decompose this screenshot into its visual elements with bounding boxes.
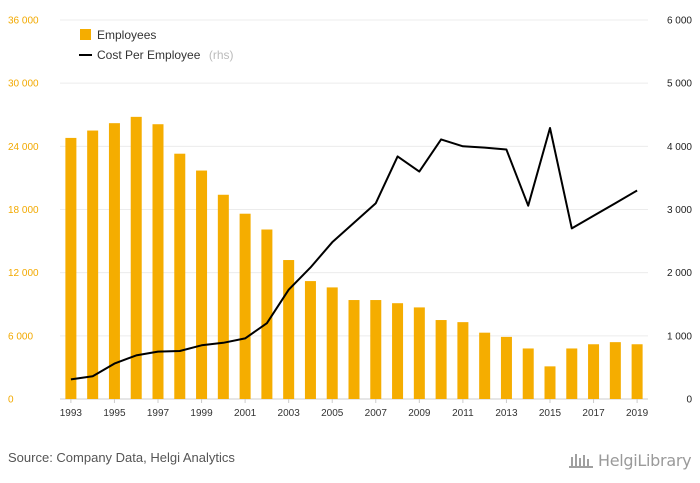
left-tick-label: 12 000 — [8, 268, 39, 279]
bar-employees-2018 — [609, 342, 621, 399]
x-tick-label: 2019 — [626, 408, 649, 419]
library-columns-icon — [569, 454, 593, 468]
x-tick-label: 2015 — [539, 408, 562, 419]
bar-employees-1998 — [174, 153, 186, 399]
x-tick-label: 2009 — [408, 408, 431, 419]
legend-label-rhs: (rhs) — [209, 48, 234, 62]
legend-label-cost-per-employee-group: Cost Per Employee (rhs) — [97, 46, 234, 63]
bar-employees-2006 — [348, 300, 360, 399]
left-tick-label: 36 000 — [8, 16, 39, 27]
bar-employees-1999 — [196, 170, 208, 399]
bar-employees-1993 — [65, 137, 77, 399]
bar-employees-1994 — [87, 130, 99, 399]
right-tick-label: 0 — [686, 395, 692, 406]
bar-employees-2005 — [326, 287, 338, 399]
x-tick-label: 1995 — [103, 408, 126, 419]
x-tick-label: 2005 — [321, 408, 344, 419]
bar-employees-2001 — [239, 213, 251, 399]
left-tick-label: 6 000 — [8, 331, 33, 342]
source-note: Source: Company Data, Helgi Analytics — [8, 450, 235, 465]
bar-employees-2004 — [304, 281, 316, 399]
left-axis-ticks: 0 6 000 12 000 18 000 24 000 30 000 36 000 — [8, 16, 39, 406]
bar-employees-2012 — [479, 332, 491, 399]
x-tick-label: 1999 — [190, 408, 213, 419]
right-axis-ticks: 0 1 000 2 000 3 000 4 000 5 000 6 000 — [667, 16, 692, 406]
employees-bars — [65, 116, 643, 399]
brand-name: HelgiLibrary — [598, 450, 692, 470]
legend-label-employees: Employees — [97, 28, 156, 42]
right-tick-label: 5 000 — [667, 79, 692, 90]
helgi-library-logo: HelgiLibrary — [568, 449, 692, 471]
bar-employees-2019 — [631, 344, 643, 399]
left-tick-label: 18 000 — [8, 205, 39, 216]
bar-employees-2000 — [217, 194, 229, 399]
bar-employees-1995 — [108, 123, 120, 399]
bar-employees-2002 — [261, 229, 273, 399]
bar-employees-2011 — [457, 322, 469, 399]
left-tick-label: 30 000 — [8, 79, 39, 90]
bar-employees-2009 — [413, 307, 425, 399]
x-tick-label: 1993 — [60, 408, 83, 419]
bar-employees-2007 — [370, 300, 382, 399]
legend: Employees Cost Per Employee (rhs) — [79, 28, 234, 63]
x-tick-label: 2001 — [234, 408, 257, 419]
bar-employees-2013 — [500, 336, 512, 399]
legend-swatch-employees — [80, 29, 91, 40]
left-tick-label: 24 000 — [8, 142, 39, 153]
bar-employees-2015 — [544, 366, 556, 399]
x-tick-label: 2011 — [452, 408, 474, 419]
x-tick-label: 2013 — [495, 408, 518, 419]
right-tick-label: 6 000 — [667, 16, 692, 27]
legend-label-cost-per-employee: Cost Per Employee — [97, 48, 201, 62]
cost-per-employee-line — [70, 127, 638, 381]
left-tick-label: 0 — [8, 395, 14, 406]
right-tick-label: 4 000 — [667, 142, 692, 153]
x-tick-label: 2017 — [582, 408, 605, 419]
bar-employees-2017 — [588, 344, 600, 399]
bar-employees-1997 — [152, 124, 164, 399]
bar-employees-2016 — [566, 348, 578, 399]
bar-employees-2014 — [522, 348, 534, 399]
bar-employees-2003 — [283, 260, 295, 399]
right-tick-label: 3 000 — [667, 205, 692, 216]
x-tick-label: 1997 — [147, 408, 170, 419]
right-tick-label: 2 000 — [667, 268, 692, 279]
cost-per-employee-line-group — [70, 127, 638, 381]
bar-employees-2008 — [392, 303, 404, 399]
right-tick-label: 1 000 — [667, 331, 692, 342]
bar-employees-2010 — [435, 320, 447, 399]
x-tick-label: 2007 — [365, 408, 388, 419]
bar-employees-1996 — [130, 116, 142, 399]
x-tick-label: 2003 — [278, 408, 301, 419]
x-axis-ticks: 1993 1995 1997 1999 2001 2003 2005 2007 2009 2011… — [60, 399, 649, 419]
